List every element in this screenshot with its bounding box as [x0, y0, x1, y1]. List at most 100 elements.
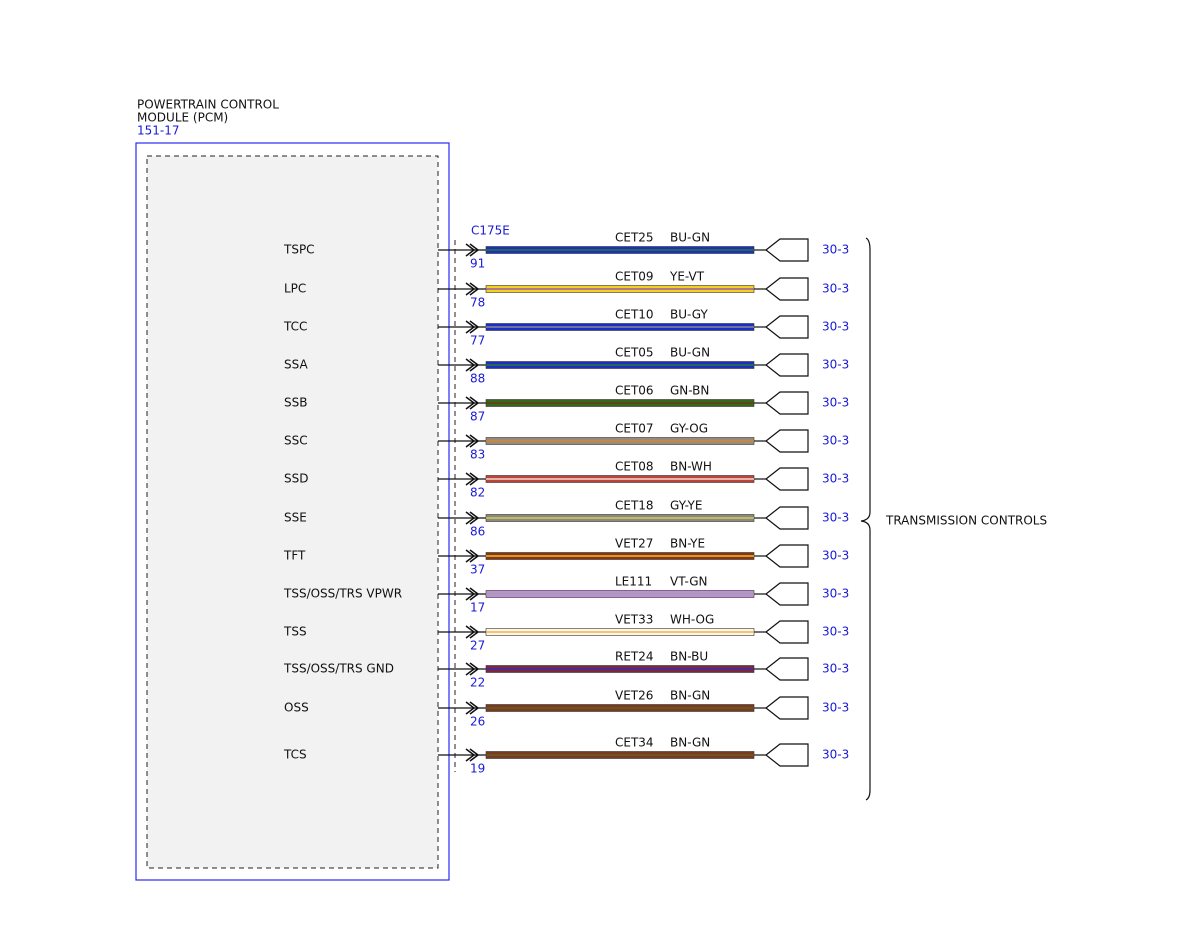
page-ref: 30-3 — [822, 587, 849, 601]
pin-arrow — [469, 434, 480, 448]
destination-label: TRANSMISSION CONTROLS — [885, 514, 1047, 528]
connector-shape — [765, 429, 809, 453]
connector-shape — [765, 391, 809, 415]
color-code: BU-GY — [670, 308, 708, 322]
pin-number: 87 — [470, 410, 485, 424]
pin-arrow — [469, 625, 480, 639]
signal-label: TSS — [283, 625, 307, 639]
pin-number: 77 — [470, 334, 485, 348]
signal-label: SSA — [284, 358, 308, 372]
signal-label: TSPC — [283, 243, 315, 257]
color-code: GY-YE — [670, 499, 702, 513]
color-code: WH-OG — [670, 613, 714, 627]
color-code: BN-GN — [670, 689, 710, 703]
pin-arrow — [465, 549, 476, 563]
color-code: BN-BU — [670, 650, 708, 664]
pin-arrow — [465, 358, 476, 372]
connector-shape — [765, 582, 809, 606]
pin-number: 86 — [470, 525, 485, 539]
connector-shape — [765, 353, 809, 377]
signal-label: SSE — [284, 511, 307, 525]
module-inner — [146, 155, 439, 869]
page-ref: 30-3 — [822, 549, 849, 563]
pin-arrow — [465, 662, 476, 676]
pin-number: 27 — [470, 639, 485, 653]
pin-arrow — [465, 434, 476, 448]
pin-arrow — [465, 625, 476, 639]
color-code: BU-GN — [670, 346, 710, 360]
pin-number: 19 — [470, 762, 485, 776]
color-code: GN-BN — [670, 384, 709, 398]
color-code: BN-GN — [670, 736, 710, 750]
connector-shape — [765, 657, 809, 681]
page-ref: 30-3 — [822, 282, 849, 296]
pin-arrow — [469, 243, 480, 257]
page-ref: 30-3 — [822, 748, 849, 762]
page-ref: 30-3 — [822, 662, 849, 676]
pin-number: 26 — [470, 715, 485, 729]
pin-arrow — [469, 748, 480, 762]
pin-arrow — [469, 549, 480, 563]
page-ref: 30-3 — [822, 434, 849, 448]
bracket — [860, 237, 871, 801]
pin-arrow — [469, 358, 480, 372]
module-title: MODULE (PCM) — [137, 111, 228, 125]
circuit-label: VET26 — [615, 689, 653, 703]
connector-shape — [765, 743, 809, 767]
circuit-label: CET10 — [615, 308, 654, 322]
pin-arrow — [465, 320, 476, 334]
page-ref: 30-3 — [822, 472, 849, 486]
pin-number: 83 — [470, 448, 485, 462]
pin-number: 22 — [470, 676, 485, 690]
connector-shape — [765, 544, 809, 568]
pin-arrow — [465, 243, 476, 257]
signal-label: LPC — [284, 282, 306, 296]
pin-arrow — [469, 320, 480, 334]
page-ref: 30-3 — [822, 701, 849, 715]
signal-label: OSS — [284, 701, 309, 715]
connector-name: C175E — [471, 224, 510, 238]
connector-shape — [765, 696, 809, 720]
pin-arrow — [469, 511, 480, 525]
signal-label: TFT — [283, 549, 306, 563]
pin-arrow — [469, 396, 480, 410]
pin-arrow — [469, 282, 480, 296]
pin-arrow — [465, 511, 476, 525]
pin-arrow — [465, 282, 476, 296]
color-code: VT-GN — [670, 575, 707, 589]
signal-label: TCC — [283, 320, 307, 334]
connector-shape — [765, 506, 809, 530]
color-code: YE-VT — [669, 270, 705, 284]
module-ref: 151-17 — [137, 124, 180, 138]
connector-shape — [765, 467, 809, 491]
pin-number: 91 — [470, 257, 485, 271]
connector-shape — [765, 620, 809, 644]
pin-number: 88 — [470, 372, 485, 386]
circuit-label: CET34 — [615, 736, 654, 750]
signal-label: TSS/OSS/TRS GND — [283, 662, 394, 676]
connector-shape — [765, 277, 809, 301]
circuit-label: CET08 — [615, 460, 654, 474]
circuit-label: CET25 — [615, 231, 654, 245]
pin-number: 78 — [470, 296, 485, 310]
circuit-label: CET18 — [615, 499, 654, 513]
color-code: BN-YE — [670, 537, 705, 551]
pin-arrow — [469, 662, 480, 676]
pin-arrow — [469, 701, 480, 715]
pin-arrow — [469, 472, 480, 486]
page-ref: 30-3 — [822, 625, 849, 639]
circuit-label: VET27 — [615, 537, 653, 551]
circuit-label: CET05 — [615, 346, 654, 360]
signal-label: TSS/OSS/TRS VPWR — [283, 587, 402, 601]
page-ref: 30-3 — [822, 358, 849, 372]
page-ref: 30-3 — [822, 243, 849, 257]
color-code: BN-WH — [670, 460, 712, 474]
page-ref: 30-3 — [822, 511, 849, 525]
signal-label: SSB — [284, 396, 307, 410]
page-ref: 30-3 — [822, 320, 849, 334]
color-code: BU-GN — [670, 231, 710, 245]
signal-label: SSC — [284, 434, 308, 448]
pin-arrow — [465, 396, 476, 410]
color-code: GY-OG — [670, 422, 708, 436]
